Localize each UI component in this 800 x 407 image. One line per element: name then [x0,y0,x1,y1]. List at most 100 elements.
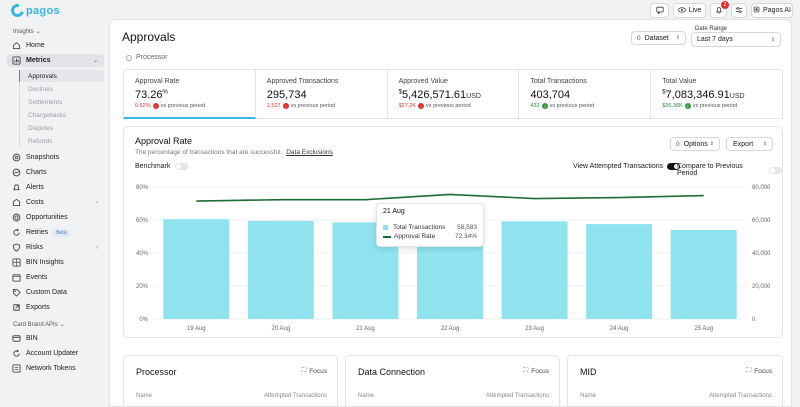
logo[interactable]: pagos [8,1,60,20]
sidebar-item-label: Custom Data [26,289,67,296]
kpi-card-total-value[interactable]: Total Value $7,083,346.91USD $26.36K ↑ vs … [651,69,783,119]
x-tick-label: 19 Aug [187,326,206,332]
processor-filter[interactable]: Processor [126,54,168,61]
processor-filter-icon [126,54,132,61]
compare-previous-toggle[interactable] [769,166,782,174]
sidebar-item-label: Retries [26,229,49,236]
sidebar-item-risks[interactable]: Risks › [7,241,104,254]
focus-label: Focus [309,367,327,375]
sidebar-sub-declines[interactable]: Declines [19,83,104,95]
sidebar-item-custom-data[interactable]: Custom Data [7,286,104,299]
chart-title: Approval Rate [135,136,193,146]
sidebar-item-alerts[interactable]: Alerts [7,181,104,194]
sidebar-item-opportunities[interactable]: Opportunities [7,211,104,224]
y-right-tick-label: 20,000 [752,284,771,290]
sidebar-item-label: Home [26,42,45,49]
sidebar-sub-chargebacks[interactable]: Chargebacks [19,109,104,121]
live-toggle-button[interactable]: Live [673,3,706,18]
kpi-change: $26.36K ↑ vs previous period [662,103,771,109]
card-brand-apis-label: Card Brand APIs [13,321,58,328]
tooltip-swatch-square [383,225,388,230]
chart-line-icon [12,168,21,177]
kpi-change-suffix: vs previous period [692,103,738,109]
sidebar-item-metrics[interactable]: Metrics ⌄ [7,54,104,67]
focus-icon: ⛶ [746,367,752,374]
y-right-tick-label: 0 [752,317,756,323]
view-attempted-toggle[interactable] [667,163,681,170]
settings-sliders-button[interactable] [731,3,747,18]
insights-label: Insights [13,28,34,35]
line-approval-rate [196,193,704,202]
sidebar-sub-disputes[interactable]: Disputes [19,122,104,134]
sidebar-sub-settlements[interactable]: Settlements [19,96,104,108]
kpi-change-suffix: vs previous period [290,103,336,109]
kpi-value-number: 7,083,346.91 [665,89,730,101]
sidebar-item-bin-insights[interactable]: BIN Insights [7,256,104,269]
sidebar-item-snapshots[interactable]: Snapshots [7,151,104,164]
x-tick-label: 21 Aug [356,326,375,332]
sidebar-sub-refunds[interactable]: Refunds [19,135,104,147]
kpi-value-unit: USD [729,93,745,100]
calendar-icon [12,273,21,282]
top-bar: pagos Live 2 Pagos AI [0,0,800,22]
processor-focus-button[interactable]: ⛶ Focus [302,367,327,375]
sidebar-item-home[interactable]: Home [7,39,104,52]
benchmark-toggle[interactable] [175,163,189,170]
data-connection-focus-button[interactable]: ⛶ Focus [524,367,549,375]
sidebar-item-network-tokens[interactable]: Network Tokens [7,362,104,375]
x-tick-label: 24 Aug [610,326,629,332]
chevron-down-icon: ⌄ [59,322,65,328]
chat-icon [655,6,664,16]
sidebar-sub-approvals[interactable]: Approvals [19,70,104,82]
kpi-change: 0.62% ↓ vs previous period [135,103,244,109]
kpi-change: 433 ↑ vs previous period [530,103,639,109]
view-attempted-label: View Attempted Transactions [573,163,664,170]
column-header-attempted: Attempted Transactions [263,393,327,399]
kpi-change-value: 1,527 [266,103,281,109]
sidebar-item-retries[interactable]: Retries Beta [7,226,104,239]
kpi-title: Approval Rate [135,78,180,85]
tooltip-label: Total Transactions [393,224,446,231]
processor-card: Processor ⛶ Focus Name Attempted Transacti… [123,355,338,406]
sidebar-item-events[interactable]: Events [7,271,104,284]
kpi-value: $7,083,346.91USD [662,89,771,101]
dataset-button[interactable]: 0 Dataset ⇕ [631,31,686,45]
chevron-down-icon: ⌄ [35,29,41,35]
card-brand-apis-section[interactable]: Card Brand APIs ⌄ [13,321,65,329]
kpi-value-unit: USD [466,93,481,100]
data-connection-card: Data Connection ⛶ Focus Name Attempted Tra… [345,355,560,406]
date-range-select[interactable]: Last 7 days ⇕ [691,32,781,47]
export-button[interactable]: Export ⇕ [726,137,773,151]
kpi-card-total-transactions[interactable]: Total Transactions 403,704 433 ↑ vs previo… [519,69,652,119]
processor-filter-label: Processor [136,54,168,61]
kpi-card-approved-value[interactable]: Approved Value $5,426,571.61USD $27.2K ↓ v… [387,69,520,119]
up-down-chevron-icon: ⇕ [675,35,680,41]
sidebar-item-label: Exports [26,304,50,311]
target-icon [12,213,21,222]
date-range-label: Date Range [695,26,728,32]
sidebar-item-bin[interactable]: BIN [7,332,104,345]
y-left-tick-label: 20% [136,284,149,290]
arrow-down-icon: ↓ [152,103,159,109]
sidebar-item-label: Metrics [26,57,51,64]
sidebar-item-costs[interactable]: Costs › [7,196,104,209]
notifications-button[interactable]: 2 [710,1,729,18]
sidebar-item-account-updater[interactable]: Account Updater [7,347,104,360]
options-button[interactable]: 0 Options ⇕ [670,137,720,151]
column-header-attempted: Attempted Transactions [485,393,549,399]
kpi-card-approved-transactions[interactable]: Approved Transactions 295,734 1,527 ↓ vs p… [255,69,388,119]
kpi-card-approval-rate[interactable]: Approval Rate 73.26% 0.62% ↓ vs previous p… [123,69,256,119]
chat-button[interactable] [650,3,669,18]
insights-section-toggle[interactable]: Insights ⌄ [13,28,41,36]
mid-focus-button[interactable]: ⛶ Focus [747,367,772,375]
approval-rate-chart[interactable]: 0% 20% 40% 60% 80% 0 20,000 40,000 60,000 80,000 1… [124,179,782,339]
pagos-ai-button[interactable]: Pagos AI [751,3,793,18]
data-exclusions-link[interactable]: Data Exclusions [286,149,333,156]
approval-rate-chart-card: Approval Rate The percentage of transact… [123,126,783,338]
mid-card-title: MID [580,367,597,377]
up-down-chevron-icon: ⇕ [770,36,775,43]
sidebar-item-exports[interactable]: Exports [7,301,104,314]
kpi-change-value: $26.36K [662,103,683,109]
sidebar-item-charts[interactable]: Charts [7,166,104,179]
chart-icon [12,56,21,65]
